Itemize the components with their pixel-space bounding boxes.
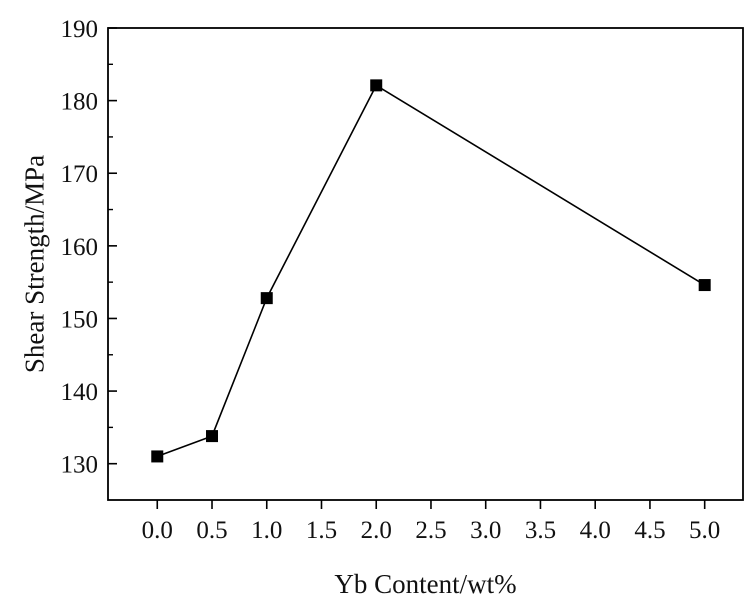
data-point [206,430,219,443]
x-tick-label: 4.0 [580,517,611,544]
y-tick-label: 170 [61,161,99,188]
x-tick-label: 2.5 [415,517,446,544]
x-axis: 0.0 0.5 1.0 1.5 2.0 2.5 3.0 3.5 4.0 4.5 5.0 [142,500,720,544]
data-point [260,292,273,305]
x-tick-label: 5.0 [689,517,720,544]
plot-border [107,27,744,501]
x-axis-title: Yb Content/wt% [334,569,516,599]
plot-frame [107,27,744,501]
y-tick-label: 130 [61,452,99,479]
data-point [698,279,711,292]
series-line [156,84,706,458]
x-tick-label: 1.5 [306,517,337,544]
data-point [370,79,383,92]
y-tick-label: 150 [61,306,99,333]
y-axis-title: Shear Strength/MPa [19,155,49,373]
y-tick-label: 180 [61,89,99,116]
x-tick-label: 0.5 [196,517,227,544]
x-tick-label: 0.0 [142,517,173,544]
series-layer [151,79,711,463]
x-tick-label: 3.5 [525,517,556,544]
x-tick-label: 2.0 [361,517,392,544]
x-tick-label: 1.0 [251,517,282,544]
y-axis: 130 140 150 160 170 180 190 [61,16,117,479]
y-tick-label: 140 [61,379,99,406]
data-point [151,450,164,463]
x-tick-label: 4.5 [634,517,665,544]
x-tick-label: 3.0 [470,517,501,544]
y-tick-label: 190 [61,16,99,43]
y-tick-label: 160 [61,234,99,261]
